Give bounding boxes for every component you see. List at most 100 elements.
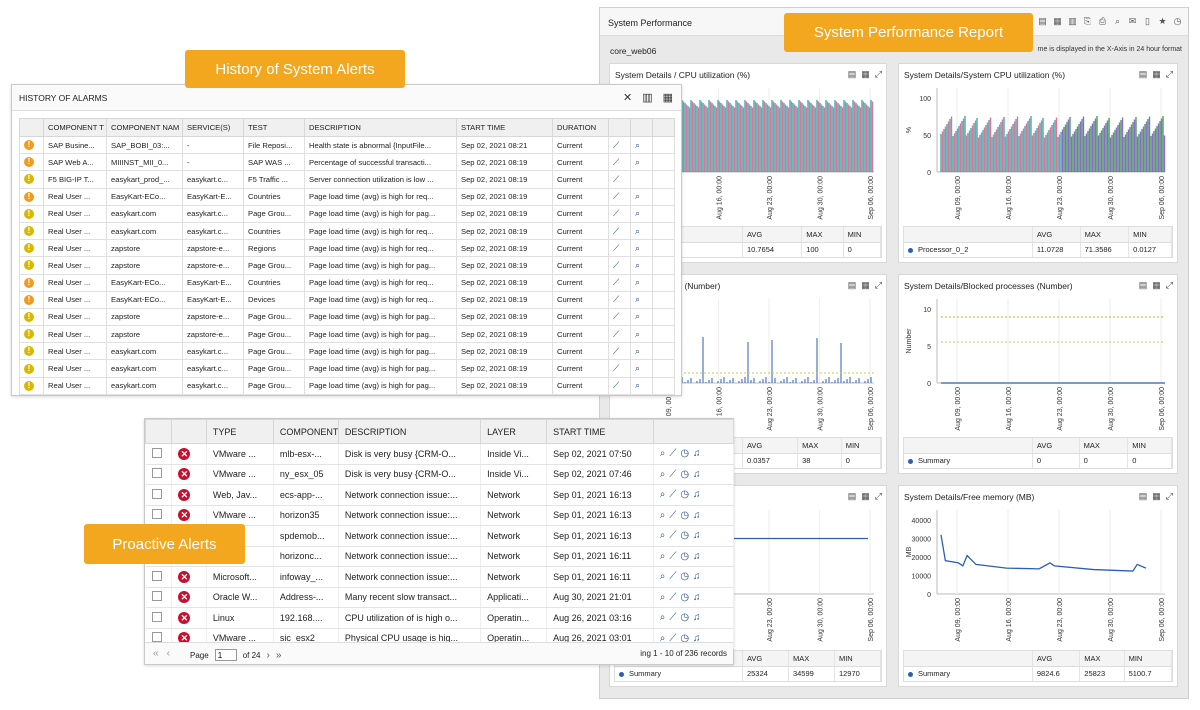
graph-icon[interactable]: ⟋ xyxy=(613,294,620,305)
print-icon[interactable]: ⎙ xyxy=(1098,16,1107,26)
graph-icon[interactable]: ⟋ xyxy=(613,259,620,270)
alarm-col-header[interactable]: DURATION xyxy=(552,118,609,137)
alarm-col-header[interactable]: COMPONENT T xyxy=(43,118,107,137)
bell-icon[interactable]: ♫ xyxy=(693,550,701,562)
row-checkbox[interactable] xyxy=(151,447,162,458)
search-icon[interactable]: ⌕ xyxy=(635,156,641,167)
pdf-icon[interactable]: ▥ xyxy=(642,92,653,104)
alarm-row[interactable]: ! Real User ... EasyKart-ECo... EasyKart… xyxy=(19,290,675,309)
expand-icon[interactable]: ⤢ xyxy=(1165,69,1173,79)
graph-icon[interactable]: ⟋ xyxy=(669,591,677,603)
bell-icon[interactable]: ♫ xyxy=(693,530,701,542)
graph-icon[interactable]: ⟋ xyxy=(669,509,677,521)
excel-icon[interactable]: ▦ xyxy=(662,92,673,104)
search-icon[interactable]: ⌕ xyxy=(1114,16,1121,26)
graph-icon[interactable]: ⟋ xyxy=(613,139,620,150)
file-icon[interactable]: ▯ xyxy=(1145,16,1150,26)
row-checkbox[interactable] xyxy=(151,570,162,581)
alarm-row[interactable]: ! F5 BIG-IP T... easykart_prod_... easyk… xyxy=(19,170,675,189)
report-icon[interactable]: ▤ xyxy=(1038,16,1047,26)
graph-icon[interactable]: ⟋ xyxy=(669,530,677,542)
proactive-col-header[interactable]: COMPONENT xyxy=(272,419,339,444)
expand-icon[interactable]: ⤢ xyxy=(874,491,882,501)
graph-icon[interactable]: ⟋ xyxy=(613,380,620,391)
alarm-row[interactable]: ! Real User ... easykart.com easykart.c.… xyxy=(19,221,675,241)
excel-icon[interactable]: ▦ xyxy=(861,280,870,290)
page-input[interactable] xyxy=(214,649,237,661)
first-page-icon[interactable]: « xyxy=(153,648,159,659)
alarm-col-header[interactable]: DESCRIPTION xyxy=(304,118,457,137)
search-icon[interactable]: ⌕ xyxy=(659,448,666,460)
search-icon[interactable]: ⌕ xyxy=(635,363,641,374)
search-icon[interactable]: ⌕ xyxy=(659,530,666,542)
history-icon[interactable]: ◷ xyxy=(680,591,690,603)
last-page-icon[interactable]: » xyxy=(275,649,282,661)
expand-icon[interactable]: ⤢ xyxy=(874,280,882,290)
expand-icon[interactable]: ⤢ xyxy=(1165,280,1173,290)
search-icon[interactable]: ⌕ xyxy=(635,328,641,339)
graph-icon[interactable]: ⟋ xyxy=(669,550,677,562)
bell-icon[interactable]: ♫ xyxy=(693,489,701,501)
row-checkbox[interactable] xyxy=(151,509,162,520)
alarm-row[interactable]: ! Real User ... easykart.com easykart.c.… xyxy=(19,342,675,361)
graph-icon[interactable]: ⟋ xyxy=(613,173,620,184)
expand-icon[interactable]: ⤢ xyxy=(1165,491,1173,501)
alarm-row[interactable]: ! Real User ... EasyKart-ECo... EasyKart… xyxy=(19,273,675,292)
search-icon[interactable]: ⌕ xyxy=(635,225,641,236)
excel-icon[interactable]: ▦ xyxy=(861,69,870,79)
bell-icon[interactable]: ♫ xyxy=(693,509,701,521)
history-icon[interactable]: ◷ xyxy=(680,468,690,480)
report-icon[interactable]: ▤ xyxy=(1138,280,1148,290)
search-icon[interactable]: ⌕ xyxy=(659,509,666,521)
report-icon[interactable]: ▤ xyxy=(1138,69,1148,79)
row-checkbox[interactable] xyxy=(151,468,162,479)
report-icon[interactable]: ▤ xyxy=(847,491,857,501)
proactive-row[interactable]: ✕ Microsoft... infoway_... Network conne… xyxy=(145,566,735,588)
search-icon[interactable]: ⌕ xyxy=(659,612,666,624)
report-icon[interactable]: ▤ xyxy=(847,280,857,290)
prev-page-icon[interactable]: ‹ xyxy=(166,648,170,659)
search-icon[interactable]: ⌕ xyxy=(635,277,641,288)
proactive-row[interactable]: ✕ VMware ... ny_esx_05 Disk is very busy… xyxy=(145,464,735,485)
alarm-row[interactable]: ! Real User ... zapstore zapstore-e... P… xyxy=(19,307,675,327)
history-icon[interactable]: ◷ xyxy=(680,571,690,583)
graph-icon[interactable]: ⟋ xyxy=(613,328,620,339)
proactive-row[interactable]: ✕ Linux 192.168.... CPU utilization of i… xyxy=(145,607,735,629)
graph-icon[interactable]: ⟋ xyxy=(613,208,620,219)
search-icon[interactable]: ⌕ xyxy=(635,294,641,305)
history-icon[interactable]: ◷ xyxy=(680,530,690,542)
alarm-row[interactable]: ! SAP Busine... SAP_BOBI_03:... - File R… xyxy=(19,135,675,155)
proactive-row[interactable]: ✕ Oracle W... Address-... Many recent sl… xyxy=(145,587,735,608)
bell-icon[interactable]: ♫ xyxy=(693,612,701,624)
bell-icon[interactable]: ♫ xyxy=(693,632,701,644)
proactive-col-header[interactable]: DESCRIPTION xyxy=(337,419,482,444)
excel-icon[interactable]: ▦ xyxy=(1152,280,1161,290)
alarm-row[interactable]: ! Real User ... easykart.com easykart.c.… xyxy=(19,204,675,223)
search-icon[interactable]: ⌕ xyxy=(635,345,641,356)
bell-icon[interactable]: ♫ xyxy=(693,571,701,583)
graph-icon[interactable]: ⟋ xyxy=(613,277,620,288)
export-icon[interactable]: ⎘ xyxy=(1083,16,1092,26)
search-icon[interactable]: ⌕ xyxy=(659,632,666,644)
excel-icon[interactable]: ▦ xyxy=(1152,69,1161,79)
proactive-row[interactable]: ✕ VMware ... horizon35 Network connectio… xyxy=(145,505,735,526)
row-checkbox[interactable] xyxy=(151,591,162,602)
next-page-icon[interactable]: › xyxy=(266,649,270,661)
graph-icon[interactable]: ⟋ xyxy=(613,225,620,236)
clock-icon[interactable]: ◷ xyxy=(1173,16,1182,26)
alarm-row[interactable]: ! Real User ... zapstore zapstore-e... R… xyxy=(19,239,675,258)
alarm-row[interactable]: ! SAP Web A... MIIINST_MII_0... - SAP WA… xyxy=(19,153,675,172)
graph-icon[interactable]: ⟋ xyxy=(613,311,620,322)
graph-icon[interactable]: ⟋ xyxy=(613,363,620,374)
graph-icon[interactable]: ⟋ xyxy=(613,345,620,356)
graph-icon[interactable]: ⟋ xyxy=(613,191,620,202)
graph-icon[interactable]: ⟋ xyxy=(669,571,677,583)
history-icon[interactable]: ◷ xyxy=(680,489,690,501)
bell-icon[interactable]: ♫ xyxy=(693,448,701,460)
graph-icon[interactable]: ⟋ xyxy=(669,468,677,480)
search-icon[interactable]: ⌕ xyxy=(659,489,666,501)
history-icon[interactable]: ◷ xyxy=(680,612,690,624)
history-icon[interactable]: ◷ xyxy=(680,509,690,521)
settings-icon[interactable]: ✕ xyxy=(622,92,633,104)
proactive-row[interactable]: ✕ Web, Jav... ecs-app-... Network connec… xyxy=(145,484,735,506)
